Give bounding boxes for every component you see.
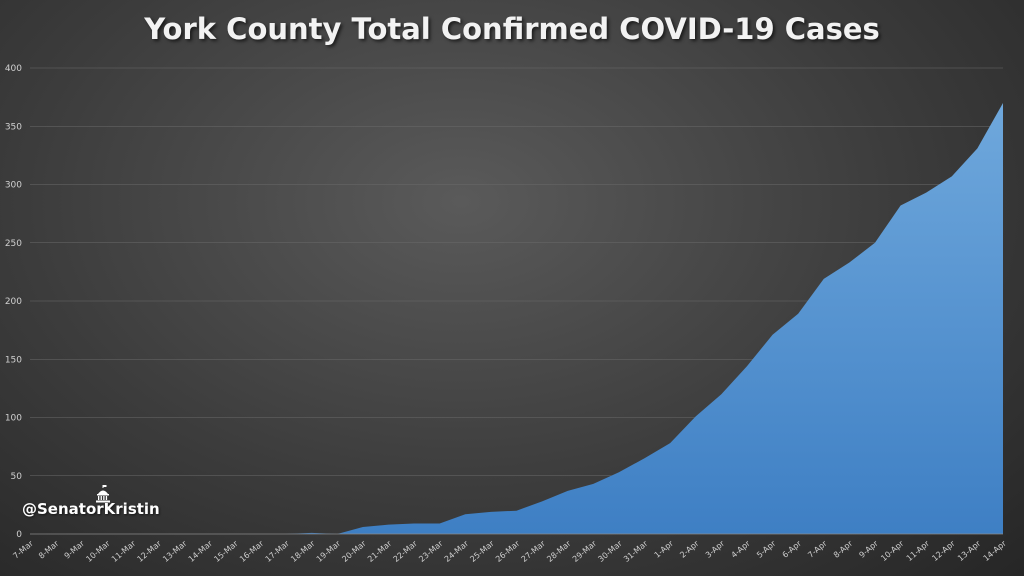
x-tick-label: 11-Mar [110, 538, 138, 563]
y-tick-label: 400 [5, 64, 22, 74]
x-tick-label: 23-Mar [417, 538, 445, 563]
y-tick-label: 350 [5, 122, 22, 132]
x-tick-label: 24-Mar [443, 538, 471, 563]
x-tick-label: 8-Mar [37, 538, 61, 560]
x-tick-label: 7-Apr [806, 538, 829, 559]
x-tick-label: 6-Apr [781, 538, 804, 559]
x-tick-label: 18-Mar [289, 538, 317, 563]
x-tick-label: 7-Mar [11, 538, 35, 560]
x-tick-label: 19-Mar [315, 538, 343, 563]
x-tick-label: 13-Mar [161, 538, 189, 563]
x-tick-label: 22-Mar [392, 538, 420, 563]
x-tick-label: 26-Mar [494, 538, 522, 563]
y-tick-label: 100 [5, 414, 22, 424]
y-tick-label: 150 [5, 355, 22, 365]
x-tick-label: 28-Mar [545, 538, 573, 563]
y-tick-label: 0 [16, 530, 22, 540]
x-tick-label: 14-Apr [982, 538, 1009, 563]
y-tick-label: 50 [11, 472, 23, 482]
chart-title: York County Total Confirmed COVID-19 Cas… [144, 12, 880, 46]
y-tick-label: 250 [5, 239, 22, 249]
grid-lines [30, 67, 1003, 477]
x-tick-label: 20-Mar [340, 538, 368, 563]
x-tick-label: 14-Mar [187, 538, 215, 563]
x-tick-label: 9-Mar [63, 538, 87, 560]
x-tick-label: 27-Mar [520, 538, 548, 563]
x-tick-label: 9-Apr [857, 538, 880, 559]
y-tick-label: 200 [5, 297, 22, 307]
x-tick-label: 11-Apr [905, 538, 932, 563]
x-tick-label: 21-Mar [366, 538, 394, 563]
x-tick-label: 4-Apr [729, 538, 752, 559]
x-tick-label: 17-Mar [264, 538, 292, 563]
x-tick-label: 12-Apr [930, 538, 957, 563]
x-tick-label: 16-Mar [238, 538, 266, 563]
x-tick-label: 8-Apr [832, 538, 855, 559]
x-tick-label: 2-Apr [678, 538, 701, 559]
y-axis-ticks: 0 50 100 150 200 250 300 350 400 [5, 64, 22, 540]
x-tick-label: 29-Mar [571, 538, 599, 563]
x-tick-label: 25-Mar [468, 538, 496, 563]
x-tick-label: 1-Apr [653, 538, 676, 559]
x-tick-label: 13-Apr [956, 538, 983, 563]
x-axis-ticks: 7-Mar 8-Mar 9-Mar10-Mar11-Mar12-Mar13-Mar1… [11, 538, 1008, 563]
x-tick-label: 31-Mar [622, 538, 650, 563]
x-tick-label: 12-Mar [136, 538, 164, 563]
y-tick-label: 300 [5, 181, 22, 191]
area-series [30, 102, 1003, 534]
x-tick-label: 10-Apr [879, 538, 906, 563]
x-tick-label: 10-Mar [84, 538, 112, 563]
x-tick-label: 15-Mar [212, 538, 240, 563]
x-tick-label: 3-Apr [704, 538, 727, 559]
x-tick-label: 30-Mar [596, 538, 624, 563]
capitol-dome-icon [96, 485, 110, 503]
x-tick-label: 5-Apr [755, 538, 778, 559]
watermark-handle: @SenatorKristin [22, 500, 160, 518]
